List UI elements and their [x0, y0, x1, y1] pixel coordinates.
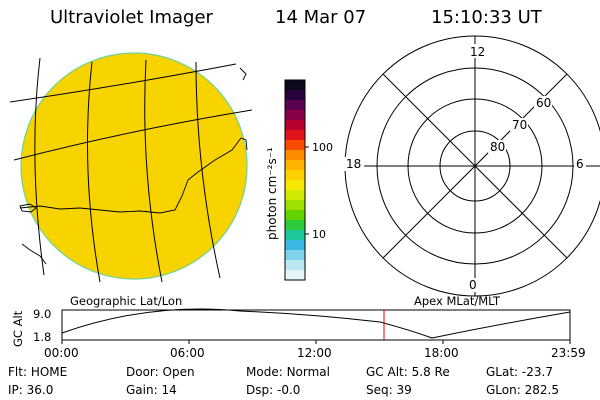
- color-bar-tick-10: 10: [312, 228, 326, 241]
- color-bar-segment: [285, 150, 305, 161]
- status-door: Door: Open: [126, 365, 195, 379]
- status-ip: IP: 36.0: [8, 383, 54, 397]
- color-bar-segment: [285, 180, 305, 191]
- altitude-curve: [61, 308, 571, 339]
- observation-time: 15:10:33 UT: [431, 7, 542, 28]
- color-bar-segment: [285, 90, 305, 101]
- instrument-title: Ultraviolet Imager: [50, 7, 213, 28]
- color-bar-segment: [285, 270, 305, 281]
- color-bar-segment: [285, 220, 305, 231]
- mlt-label-0: 0: [469, 278, 477, 292]
- status-dsp: Dsp: -0.0: [246, 383, 301, 397]
- mlat-label-80: 80: [490, 140, 505, 154]
- color-bar-segment: [285, 200, 305, 211]
- altitude-ymin: 1.8: [33, 330, 51, 344]
- color-bar-segment: [285, 250, 305, 261]
- time-tick-0000: 00:00: [44, 346, 79, 360]
- status-glon: GLon: 282.5: [486, 383, 559, 397]
- time-tick-1200: 12:00: [297, 346, 332, 360]
- color-bar-tick-100: 100: [312, 141, 333, 154]
- color-bar-segment: [285, 100, 305, 111]
- color-bar-segment: [285, 210, 305, 221]
- mlt-label-18: 18: [346, 157, 361, 171]
- geographic-label: Geographic Lat/Lon: [70, 294, 182, 308]
- time-tick-0600: 06:00: [170, 346, 205, 360]
- color-bar-segment: [285, 110, 305, 121]
- time-tick-1800: 18:00: [424, 346, 459, 360]
- color-bar-segment: [285, 240, 305, 251]
- color-bar-segment: [285, 130, 305, 141]
- color-bar-segment: [285, 260, 305, 271]
- color-bar-segment: [285, 160, 305, 171]
- altitude-ymax: 9.0: [33, 307, 51, 321]
- mlt-label-6: 6: [576, 157, 584, 171]
- time-tick-2359: 23:59: [551, 346, 586, 360]
- polar-grid: [344, 35, 600, 297]
- apex-label: Apex MLat/MLT: [414, 294, 501, 308]
- color-bar-frame: [284, 79, 306, 281]
- status-glat: GLat: -23.7: [486, 365, 553, 379]
- altitude-plot-frame: [61, 309, 571, 341]
- color-bar-segment: [285, 190, 305, 201]
- mlat-label-60: 60: [536, 96, 551, 110]
- mlt-label-12: 12: [470, 45, 485, 59]
- color-bar-segment: [285, 120, 305, 131]
- altitude-ylabel: GC Alt: [11, 310, 25, 347]
- color-bar-segment: [285, 80, 305, 91]
- status-mode: Mode: Normal: [246, 365, 330, 379]
- color-bar-unit-label: photon cm⁻²s⁻¹: [265, 147, 279, 240]
- observation-date: 14 Mar 07: [275, 7, 367, 28]
- status-flight: Flt: HOME: [8, 365, 68, 379]
- mlat-label-70: 70: [512, 118, 527, 132]
- color-bar-segment: [285, 140, 305, 151]
- status-gain: Gain: 14: [126, 383, 177, 397]
- color-bar: [285, 80, 305, 281]
- color-bar-segment: [285, 230, 305, 241]
- status-gc-alt: GC Alt: 5.8 Re: [366, 365, 450, 379]
- status-seq: Seq: 39: [366, 383, 412, 397]
- earth-image: [9, 52, 253, 283]
- color-bar-segment: [285, 170, 305, 181]
